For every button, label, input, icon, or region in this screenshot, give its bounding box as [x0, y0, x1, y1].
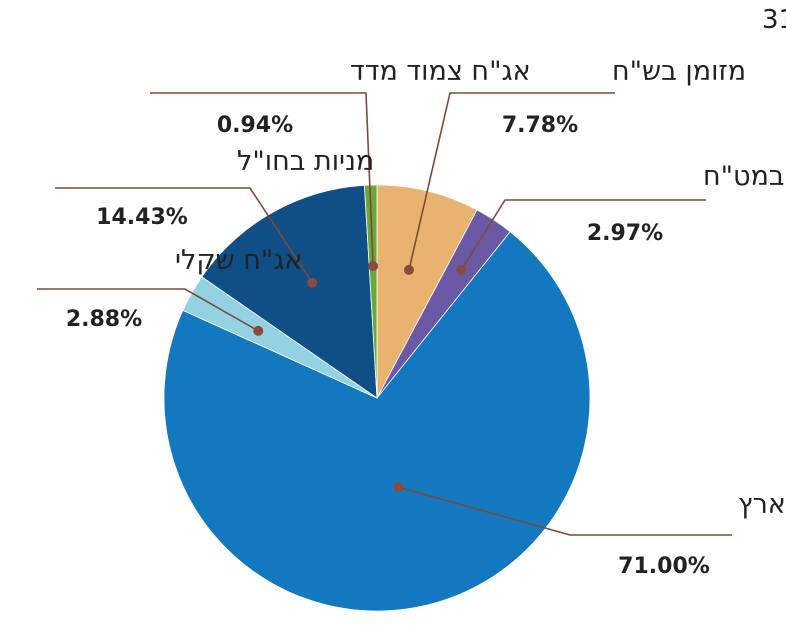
- slice-label: מזומן במט"ח: [703, 161, 786, 192]
- leader-dot: [253, 325, 264, 336]
- slice-label: אג"ח שקלי: [175, 245, 303, 276]
- slice-label: אג"ח צמוד מדד: [350, 56, 531, 87]
- slice-label: מניות בארץ: [738, 489, 786, 520]
- slice-value-label: 2.88%: [66, 307, 142, 332]
- pie-slice: [163, 231, 591, 612]
- leader-line: [398, 486, 732, 536]
- leader-lines: [37, 92, 732, 536]
- slice-label: מזומן בש"ח: [612, 56, 746, 87]
- slice-value-label: 14.43%: [96, 205, 188, 230]
- leader-dot: [307, 277, 318, 288]
- slice-value-label: 7.78%: [502, 113, 578, 138]
- slice-value-label: 0.94%: [217, 113, 293, 138]
- slice-value-label: 71.00%: [618, 554, 710, 579]
- slice-label: מניות בחו"ל: [237, 146, 374, 177]
- slice-labels: מזומן בש"ח 7.78% מזומן במט"ח 2.97% מניות באר…: [66, 56, 786, 579]
- leader-dot: [404, 264, 414, 275]
- leader-dot: [368, 261, 379, 271]
- leader-dot: [456, 264, 467, 275]
- pie-slices: [163, 184, 591, 612]
- leader-line: [55, 187, 313, 284]
- slice-value-label: 2.97%: [587, 221, 663, 246]
- date-label: נכון לתאריך 31.10.2025: [762, 5, 786, 35]
- pie-slice: [364, 184, 378, 399]
- leader-line: [37, 288, 259, 332]
- pie-slice: [201, 184, 378, 399]
- pie-slice: [376, 184, 478, 399]
- leader-line: [408, 92, 615, 271]
- leader-line: [150, 92, 374, 267]
- leader-dot: [393, 482, 404, 493]
- leader-line: [460, 199, 706, 271]
